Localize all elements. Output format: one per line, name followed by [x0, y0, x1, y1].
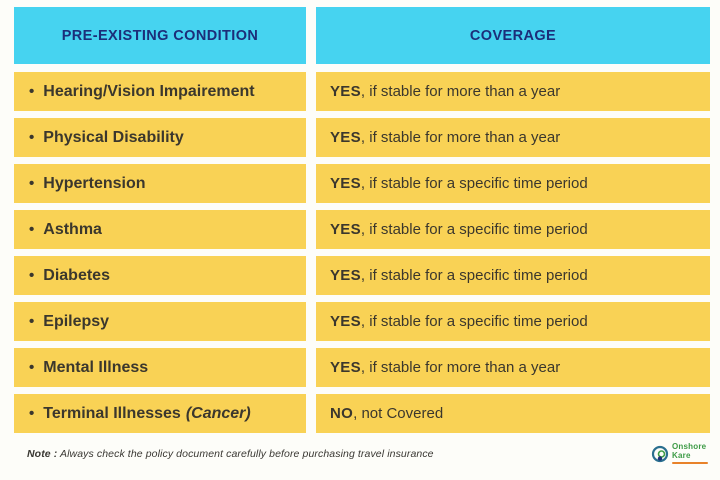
column-header-coverage: COVERAGE	[316, 7, 710, 64]
coverage-detail: , not Covered	[353, 405, 444, 422]
table-header-row: PRE-EXISTING CONDITION COVERAGE	[14, 7, 710, 64]
table-row: • Epilepsy YES, if stable for a specific…	[14, 302, 710, 341]
coverage-table: PRE-EXISTING CONDITION COVERAGE • Hearin…	[14, 7, 710, 433]
column-header-pre-existing-condition: PRE-EXISTING CONDITION	[14, 7, 306, 64]
coverage-detail: , if stable for more than a year	[360, 129, 561, 146]
coverage-answer: YES	[330, 83, 361, 100]
coverage-answer: YES	[330, 359, 361, 376]
note-label: Note :	[27, 447, 58, 460]
coverage-cell: YES, if stable for more than a year	[316, 348, 710, 387]
coverage-cell: YES, if stable for a specific time perio…	[316, 210, 710, 249]
condition-label: Asthma	[43, 220, 102, 238]
condition-label-emphasis: (Cancer)	[185, 404, 251, 422]
table-row: • Diabetes YES, if stable for a specific…	[14, 256, 710, 295]
logo-name-line1: Onshore	[672, 442, 707, 452]
coverage-detail: , if stable for more than a year	[360, 359, 561, 376]
condition-cell: • Asthma	[14, 210, 306, 249]
coverage-detail: , if stable for a specific time period	[360, 175, 588, 192]
coverage-detail: , if stable for more than a year	[360, 83, 561, 100]
table-row: • Hypertension YES, if stable for a spec…	[14, 164, 710, 203]
bullet-icon: •	[29, 267, 35, 284]
bullet-icon: •	[29, 221, 35, 238]
logo-name-line2: Kare	[672, 450, 691, 460]
table-row: • Hearing/Vision Impairement YES, if sta…	[14, 72, 710, 111]
logo-icon	[651, 445, 669, 463]
bullet-icon: •	[29, 129, 35, 146]
footer: Note : Always check the policy document …	[0, 433, 720, 480]
bullet-icon: •	[29, 405, 35, 422]
table-row: • Mental Illness YES, if stable for more…	[14, 348, 710, 387]
coverage-answer: YES	[330, 267, 361, 284]
coverage-answer: NO	[330, 405, 354, 422]
condition-cell: • Terminal Illnesses (Cancer)	[14, 394, 306, 433]
condition-cell: • Hearing/Vision Impairement	[14, 72, 306, 111]
bullet-icon: •	[29, 83, 35, 100]
coverage-cell: YES, if stable for more than a year	[316, 72, 710, 111]
coverage-cell: YES, if stable for a specific time perio…	[316, 164, 710, 203]
coverage-detail: , if stable for a specific time period	[360, 221, 588, 238]
coverage-answer: YES	[330, 129, 361, 146]
coverage-cell: NO, not Covered	[316, 394, 710, 433]
table-row: • Asthma YES, if stable for a specific t…	[14, 210, 710, 249]
condition-label: Hypertension	[43, 174, 146, 192]
bullet-icon: •	[29, 175, 35, 192]
onshorekare-logo: Onshore Kare	[651, 442, 708, 464]
logo-wordmark: Onshore Kare	[672, 442, 708, 464]
table-body: • Hearing/Vision Impairement YES, if sta…	[14, 72, 710, 433]
coverage-cell: YES, if stable for a specific time perio…	[316, 302, 710, 341]
coverage-detail: , if stable for a specific time period	[360, 267, 588, 284]
condition-label: Mental Illness	[43, 358, 149, 376]
coverage-answer: YES	[330, 221, 361, 238]
note-body: Always check the policy document careful…	[57, 447, 434, 460]
coverage-cell: YES, if stable for a specific time perio…	[316, 256, 710, 295]
table-row: • Terminal Illnesses (Cancer) NO, not Co…	[14, 394, 710, 433]
bullet-icon: •	[29, 313, 35, 330]
bullet-icon: •	[29, 359, 35, 376]
coverage-cell: YES, if stable for more than a year	[316, 118, 710, 157]
coverage-answer: YES	[330, 175, 361, 192]
coverage-answer: YES	[330, 313, 361, 330]
condition-label: Hearing/Vision Impairement	[43, 82, 255, 100]
condition-cell: • Physical Disability	[14, 118, 306, 157]
condition-cell: • Mental Illness	[14, 348, 306, 387]
table-row: • Physical Disability YES, if stable for…	[14, 118, 710, 157]
condition-label: Diabetes	[43, 266, 110, 284]
condition-label: Terminal Illnesses	[43, 404, 181, 422]
logo-tagline-bar	[672, 461, 708, 464]
condition-label: Epilepsy	[43, 312, 110, 330]
coverage-detail: , if stable for a specific time period	[360, 313, 588, 330]
condition-cell: • Epilepsy	[14, 302, 306, 341]
note-text: Note : Always check the policy document …	[27, 448, 434, 460]
condition-label: Physical Disability	[43, 128, 184, 146]
condition-cell: • Diabetes	[14, 256, 306, 295]
condition-cell: • Hypertension	[14, 164, 306, 203]
